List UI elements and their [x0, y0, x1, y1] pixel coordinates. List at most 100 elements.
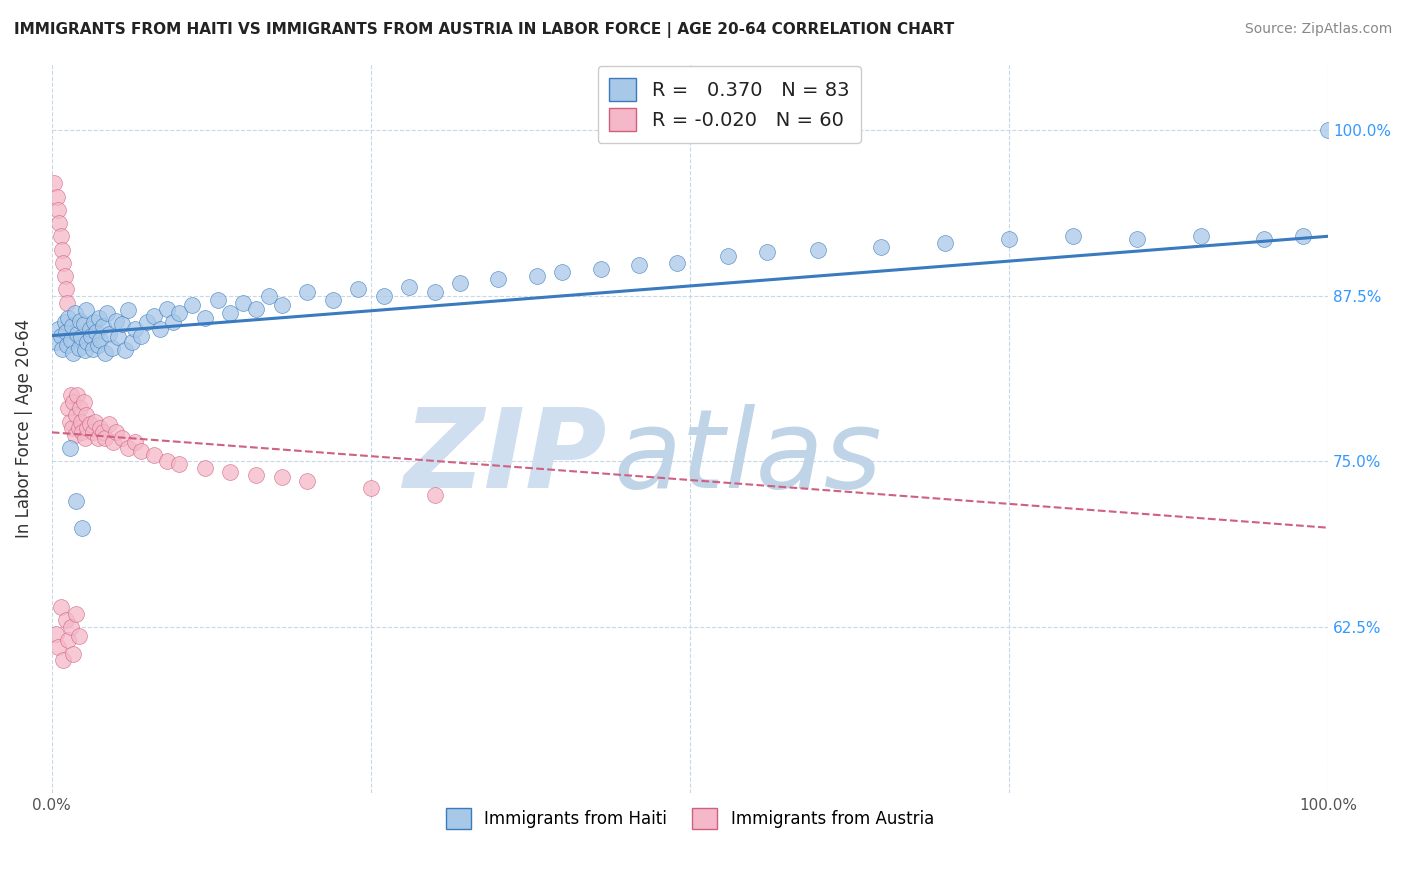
- Point: [52, 653, 75, 667]
- Point: [58, 401, 80, 416]
- Point: [360, 481, 382, 495]
- Point: [207, 293, 229, 307]
- Point: [67, 421, 90, 435]
- Point: [136, 315, 159, 329]
- Point: [717, 249, 740, 263]
- Point: [69, 401, 91, 416]
- Point: [245, 467, 267, 482]
- Point: [100, 341, 122, 355]
- Point: [934, 235, 956, 250]
- Point: [806, 243, 828, 257]
- Point: [86, 338, 108, 352]
- Point: [59, 441, 82, 455]
- Point: [72, 521, 94, 535]
- Point: [80, 328, 103, 343]
- Point: [156, 302, 179, 317]
- Point: [69, 314, 91, 328]
- Point: [59, 415, 82, 429]
- Point: [59, 333, 82, 347]
- Point: [83, 315, 105, 329]
- Point: [104, 425, 127, 440]
- Point: [526, 268, 548, 283]
- Point: [46, 640, 69, 654]
- Point: [347, 282, 370, 296]
- Point: [86, 325, 108, 339]
- Point: [56, 338, 79, 352]
- Point: [89, 421, 111, 435]
- Point: [149, 322, 172, 336]
- Point: [156, 454, 179, 468]
- Point: [114, 343, 136, 358]
- Point: [111, 317, 134, 331]
- Point: [295, 285, 318, 299]
- Point: [232, 295, 254, 310]
- Point: [66, 327, 89, 342]
- Point: [58, 633, 80, 648]
- Point: [96, 306, 118, 320]
- Point: [65, 494, 87, 508]
- Point: [270, 470, 292, 484]
- Point: [1125, 232, 1147, 246]
- Point: [449, 276, 471, 290]
- Point: [627, 259, 650, 273]
- Point: [194, 461, 217, 475]
- Point: [245, 302, 267, 317]
- Point: [101, 434, 124, 449]
- Point: [1189, 229, 1212, 244]
- Point: [63, 428, 86, 442]
- Point: [79, 417, 101, 432]
- Point: [75, 303, 97, 318]
- Point: [295, 475, 318, 489]
- Point: [94, 346, 117, 360]
- Point: [111, 431, 134, 445]
- Point: [142, 448, 165, 462]
- Point: [1253, 232, 1275, 246]
- Point: [107, 330, 129, 344]
- Point: [76, 335, 98, 350]
- Point: [91, 319, 114, 334]
- Point: [162, 315, 184, 329]
- Point: [129, 328, 152, 343]
- Point: [98, 327, 121, 342]
- Point: [65, 607, 87, 621]
- Point: [117, 303, 139, 318]
- Point: [142, 309, 165, 323]
- Point: [49, 600, 72, 615]
- Point: [51, 243, 73, 257]
- Point: [60, 319, 83, 334]
- Text: atlas: atlas: [613, 404, 882, 511]
- Point: [53, 315, 76, 329]
- Point: [62, 395, 84, 409]
- Point: [49, 229, 72, 244]
- Point: [52, 256, 75, 270]
- Point: [94, 431, 117, 445]
- Point: [76, 421, 98, 435]
- Point: [998, 232, 1021, 246]
- Point: [124, 434, 146, 449]
- Point: [56, 295, 79, 310]
- Point: [59, 388, 82, 402]
- Point: [73, 317, 96, 331]
- Point: [551, 265, 574, 279]
- Point: [755, 245, 778, 260]
- Point: [45, 189, 67, 203]
- Point: [219, 465, 242, 479]
- Point: [55, 325, 77, 339]
- Point: [46, 202, 69, 217]
- Point: [73, 343, 96, 358]
- Point: [322, 293, 344, 307]
- Point: [73, 395, 96, 409]
- Point: [79, 322, 101, 336]
- Point: [169, 457, 191, 471]
- Point: [59, 620, 82, 634]
- Text: Source: ZipAtlas.com: Source: ZipAtlas.com: [1244, 22, 1392, 37]
- Point: [666, 256, 689, 270]
- Point: [257, 289, 280, 303]
- Point: [89, 333, 111, 347]
- Point: [46, 322, 69, 336]
- Point: [219, 306, 242, 320]
- Point: [45, 335, 67, 350]
- Point: [121, 335, 143, 350]
- Point: [82, 425, 104, 440]
- Text: ZIP: ZIP: [404, 404, 607, 511]
